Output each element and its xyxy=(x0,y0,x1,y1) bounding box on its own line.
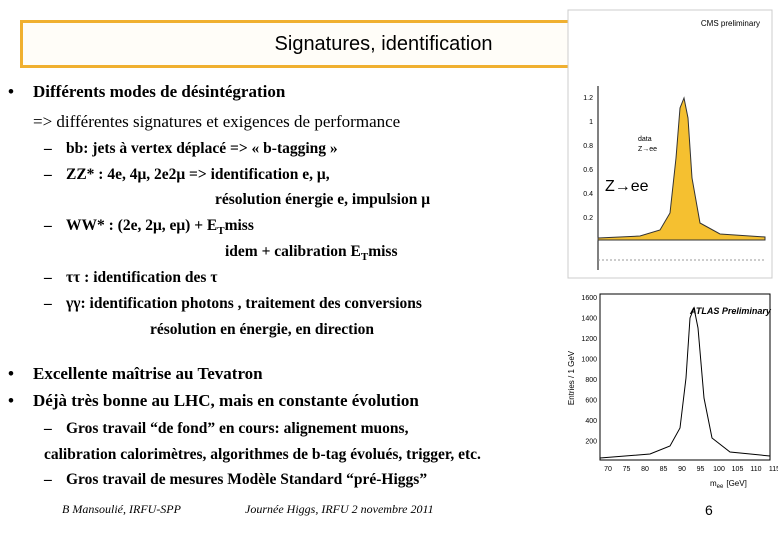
tick-label: 90 xyxy=(678,466,686,473)
tick-label: 75 xyxy=(623,466,631,473)
list-text: Excellente maîtrise au Tevatron xyxy=(33,364,263,384)
text-part: Différents modes de désintégration xyxy=(33,82,286,101)
atlas-plot xyxy=(568,290,774,496)
tick-label: 0.2 xyxy=(583,215,593,222)
channel-label: Z→ee xyxy=(605,178,649,195)
plots: CMS preliminary data Z→ee Z→ee 1.2 1 0.8 0.… xyxy=(567,9,778,496)
atlas-histogram xyxy=(599,306,771,459)
text-part: calibration calorimètres, algorithmes de… xyxy=(44,446,481,463)
text-part: miss xyxy=(224,217,254,234)
tick-label: 1600 xyxy=(581,295,597,302)
text-part: γγ: identification photons , traitement … xyxy=(66,295,422,312)
list-text: ZZ* : 4e, 4μ, 2e2μ => identification e, … xyxy=(66,166,330,184)
list-text: ττ : identification des τ xyxy=(66,269,217,287)
text-part: ττ : identification des τ xyxy=(66,269,218,286)
list-text: résolution énergie e, impulsion μ xyxy=(215,191,430,209)
tick-label: 105 xyxy=(732,466,744,473)
plot-label: ATLAS Preliminary xyxy=(689,306,772,316)
text-part: idem + calibration E xyxy=(225,243,361,260)
tick-label: 800 xyxy=(585,377,597,384)
list-text: résolution en énergie, en direction xyxy=(150,321,374,339)
list-marker: – xyxy=(44,217,52,234)
tick-label: 1400 xyxy=(581,316,597,323)
text-part: Déjà très bonne au LHC, mais en constant… xyxy=(33,391,419,410)
page-number: 6 xyxy=(705,502,713,518)
list-text: Différents modes de désintégration xyxy=(33,82,285,102)
tick-label: 1 xyxy=(589,119,593,126)
text-part: Gros travail “de fond” en cours: alignem… xyxy=(66,420,409,437)
tick-label: 200 xyxy=(585,439,597,446)
text-part: Excellente maîtrise au Tevatron xyxy=(33,364,263,383)
list-marker: – xyxy=(44,140,52,157)
list-marker: • xyxy=(8,364,14,383)
list-marker: – xyxy=(44,471,52,488)
tick-label: 0.8 xyxy=(583,143,593,150)
list-text: calibration calorimètres, algorithmes de… xyxy=(44,446,481,464)
list-text: Gros travail “de fond” en cours: alignem… xyxy=(66,420,408,438)
tick-label: 80 xyxy=(641,466,649,473)
text-part: T xyxy=(217,225,225,237)
text-part: résolution en énergie, en direction xyxy=(150,321,375,338)
x-axis-label: mee [GeV] xyxy=(710,479,747,490)
plot-label: CMS preliminary xyxy=(701,19,760,28)
y-axis-label: Entries / 1 GeV xyxy=(567,350,576,405)
list-text: WW* : (2e, 2μ, eμ) + ETmiss xyxy=(66,217,254,237)
list-marker: – xyxy=(44,269,52,286)
tick-label: 100 xyxy=(713,466,725,473)
list-text: bb: jets à vertex déplacé => « b-tagging… xyxy=(66,140,338,158)
tick-label: 0.6 xyxy=(583,167,593,174)
tick-label: 0.4 xyxy=(583,191,593,198)
footer-event: Journée Higgs, IRFU 2 novembre 2011 xyxy=(245,502,434,516)
list-marker: • xyxy=(8,391,14,410)
title: Signatures, identification xyxy=(274,33,493,55)
list-marker: – xyxy=(44,420,52,437)
tick-label: 1200 xyxy=(581,336,597,343)
tick-label: 1000 xyxy=(581,357,597,364)
list-text: idem + calibration ETmiss xyxy=(225,243,398,263)
tick-label: 70 xyxy=(604,466,612,473)
cms-histogram xyxy=(597,96,766,241)
tick-label: 400 xyxy=(585,418,597,425)
legend-entry: data xyxy=(638,136,652,143)
text-part: bb: jets à vertex déplacé => « b-tagging… xyxy=(66,140,338,157)
text-part: Gros travail de mesures Modèle Standard … xyxy=(66,471,428,488)
text-part: résolution énergie e, impulsion μ xyxy=(215,191,431,208)
list-text: γγ: identification photons , traitement … xyxy=(66,295,422,313)
list-marker: • xyxy=(8,82,14,101)
tick-label: 85 xyxy=(660,466,668,473)
legend-entry: Z→ee xyxy=(638,146,657,153)
tick-label: 115 xyxy=(769,466,778,473)
list-text: => différentes signatures et exigences d… xyxy=(33,112,401,131)
list-marker: – xyxy=(44,295,52,312)
text-part: T xyxy=(360,251,369,263)
list-text: Déjà très bonne au LHC, mais en constant… xyxy=(33,391,419,411)
text-part: WW* : (2e, 2μ, eμ) + E xyxy=(66,217,218,234)
tick-label: 110 xyxy=(750,466,761,473)
tick-label: 600 xyxy=(585,398,597,405)
tick-label: 95 xyxy=(697,466,705,473)
list-text: Gros travail de mesures Modèle Standard … xyxy=(66,471,427,489)
footer-author: B Mansoulié, IRFU-SPP xyxy=(62,502,181,516)
text-part: ZZ* : 4e, 4μ, 2e2μ => identification e, … xyxy=(66,166,330,183)
list-marker: – xyxy=(44,166,52,183)
tick-label: 1.2 xyxy=(583,95,593,102)
text-part: miss xyxy=(368,243,398,260)
